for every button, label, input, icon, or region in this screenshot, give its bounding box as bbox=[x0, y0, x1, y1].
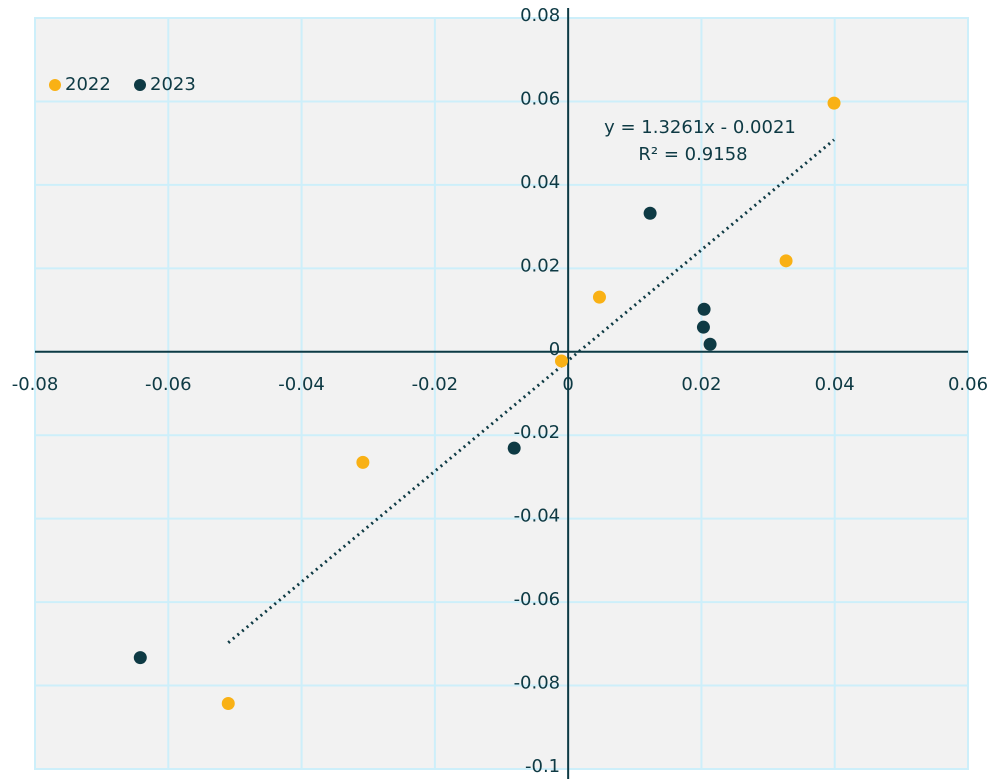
y-tick-label: 0.06 bbox=[520, 88, 560, 109]
trendline-r-squared: R² = 0.9158 bbox=[638, 144, 747, 165]
point bbox=[827, 96, 841, 110]
y-tick-label: -0.06 bbox=[514, 589, 561, 610]
point bbox=[779, 254, 793, 268]
trendline-equation: y = 1.3261x - 0.0021 bbox=[604, 117, 796, 138]
x-tick-label: 0.04 bbox=[815, 374, 855, 395]
legend-marker bbox=[134, 79, 146, 91]
y-tick-label: 0.04 bbox=[520, 172, 560, 193]
y-tick-label: -0.04 bbox=[514, 506, 561, 527]
x-tick-label: -0.06 bbox=[145, 374, 192, 395]
legend-label: 2023 bbox=[150, 74, 196, 95]
point bbox=[133, 651, 147, 665]
point bbox=[697, 302, 711, 316]
x-tick-label: -0.02 bbox=[412, 374, 459, 395]
y-tick-label: 0.08 bbox=[520, 5, 560, 26]
x-tick-label: 0.06 bbox=[948, 374, 988, 395]
x-tick-label: -0.08 bbox=[12, 374, 59, 395]
point bbox=[221, 696, 235, 710]
point bbox=[507, 441, 521, 455]
plot-area bbox=[34, 17, 969, 770]
y-tick-label: 0.02 bbox=[520, 255, 560, 276]
point bbox=[643, 206, 657, 220]
point bbox=[592, 290, 606, 304]
point bbox=[696, 320, 710, 334]
y-tick-label: -0.02 bbox=[514, 422, 561, 443]
point bbox=[356, 455, 370, 469]
y-tick-label: -0.1 bbox=[525, 756, 560, 777]
x-tick-label: 0.02 bbox=[681, 374, 721, 395]
legend-label: 2022 bbox=[65, 74, 111, 95]
point bbox=[703, 337, 717, 351]
x-tick-label: -0.04 bbox=[278, 374, 325, 395]
y-tick-label: -0.08 bbox=[514, 673, 561, 694]
y-tick-label: 0 bbox=[549, 339, 560, 360]
point bbox=[554, 354, 568, 368]
legend-marker bbox=[49, 79, 61, 91]
x-tick-label: 0 bbox=[562, 374, 573, 395]
